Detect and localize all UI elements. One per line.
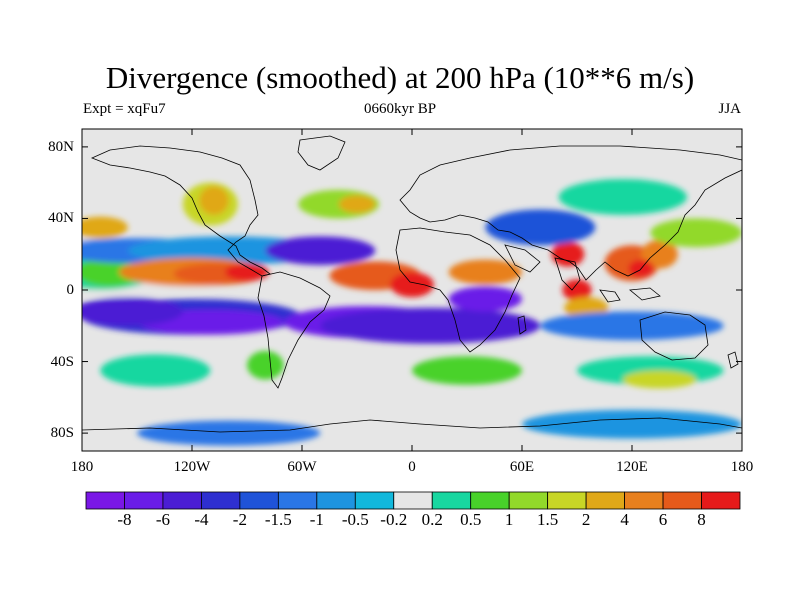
lon-label-4: 60E xyxy=(509,459,535,475)
colorbar-label-12: 2 xyxy=(581,510,591,529)
season-label: JJA xyxy=(718,101,741,117)
field-region-37 xyxy=(622,370,697,389)
field-region-16 xyxy=(265,236,376,265)
field-region-31 xyxy=(650,218,742,248)
colorbar-label-1: -6 xyxy=(155,510,171,529)
colorbar-swatch-4 xyxy=(239,491,279,510)
field-region-12 xyxy=(199,186,229,215)
colorbar-swatch-5 xyxy=(277,491,318,510)
colorbar-swatch-3 xyxy=(201,491,241,510)
field-region-29 xyxy=(485,209,596,246)
field-region-30 xyxy=(558,179,687,215)
field-region-10 xyxy=(82,297,183,326)
colorbar-label-14: 6 xyxy=(658,510,668,529)
period-label: 0660kyr BP xyxy=(363,101,437,117)
colorbar-swatch-13 xyxy=(585,491,625,510)
colorbar-swatch-14 xyxy=(624,491,664,510)
lat-label-3: 40S xyxy=(50,353,74,370)
colorbar-label-11: 1.5 xyxy=(537,510,559,529)
colorbar-swatch-8 xyxy=(393,491,433,510)
colorbar-label-7: -0.2 xyxy=(380,510,408,529)
coastlines xyxy=(82,135,742,433)
colorbar-label-13: 4 xyxy=(620,510,629,529)
colorbar-label-0: -8 xyxy=(117,510,132,529)
plot-title: Divergence (smoothed) at 200 hPa (10**6 … xyxy=(105,60,695,95)
field-region-38 xyxy=(522,409,742,439)
field-region-18 xyxy=(390,272,434,298)
field-region-33 xyxy=(247,350,284,380)
colorbar xyxy=(85,491,741,510)
colorbar-label-5: -1 xyxy=(309,510,324,529)
colorbar-swatch-12 xyxy=(547,491,587,510)
colorbar-swatch-9 xyxy=(431,491,472,510)
field-region-19 xyxy=(448,259,522,285)
colorbar-swatch-0 xyxy=(85,491,125,510)
colorbar-swatch-10 xyxy=(470,491,510,510)
lat-label-1: 40N xyxy=(48,210,74,227)
lon-label-5: 120E xyxy=(616,459,648,475)
field-region-7 xyxy=(225,263,269,282)
lon-label-2: 60W xyxy=(287,459,317,475)
colorbar-label-10: 1 xyxy=(504,510,514,529)
colorbar-swatch-2 xyxy=(162,491,202,510)
field-region-14 xyxy=(338,195,376,214)
colorbar-swatch-15 xyxy=(662,491,702,510)
colorbar-label-9: 0.5 xyxy=(460,510,482,529)
field-region-15 xyxy=(82,216,128,239)
axis-ticks xyxy=(81,129,743,451)
colorbar-swatch-16 xyxy=(701,491,741,510)
colorbar-label-3: -2 xyxy=(232,510,247,529)
lon-label-0: 180 xyxy=(70,459,94,475)
colorbar-label-4: -1.5 xyxy=(264,510,292,529)
colorbar-label-15: 8 xyxy=(697,510,706,529)
field-region-32 xyxy=(540,311,724,341)
experiment-label: Expt = xqFu7 xyxy=(83,101,166,117)
colorbar-swatch-1 xyxy=(124,491,164,510)
colorbar-label-8: 0.2 xyxy=(421,510,443,529)
field-region-2 xyxy=(82,257,143,287)
lon-label-1: 120W xyxy=(173,459,211,475)
field-region-21 xyxy=(320,307,541,344)
lon-label-3: 0 xyxy=(408,459,416,475)
colorbar-label-2: -4 xyxy=(194,510,209,529)
field-region-35 xyxy=(412,356,522,385)
field-region-23 xyxy=(551,241,585,267)
colorbar-label-6: -0.5 xyxy=(341,510,369,529)
field-region-34 xyxy=(100,354,211,387)
colorbar-swatch-11 xyxy=(508,491,549,510)
field-region-24 xyxy=(562,279,592,301)
lat-label-2: 0 xyxy=(66,282,75,298)
field-region-39 xyxy=(137,420,321,446)
colorbar-swatch-6 xyxy=(316,491,356,510)
lon-label-6: 180 xyxy=(730,459,754,475)
field-region-26 xyxy=(641,239,678,269)
lat-label-4: 80S xyxy=(50,425,74,442)
field-region-22 xyxy=(448,286,522,312)
colorbar-swatch-7 xyxy=(354,491,395,510)
lat-label-0: 80N xyxy=(48,138,74,155)
divergence-field xyxy=(82,179,742,446)
